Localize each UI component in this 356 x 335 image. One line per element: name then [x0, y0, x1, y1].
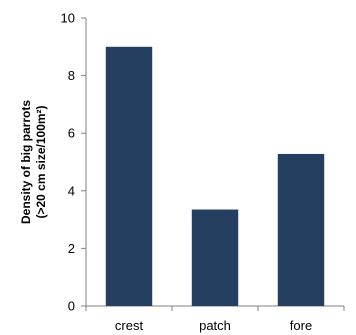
y-tick-label: 6	[68, 126, 75, 141]
bars-group	[105, 46, 325, 307]
y-tick-label: 4	[68, 183, 75, 198]
x-tick-label-fore: fore	[290, 318, 312, 333]
bar-patch	[191, 209, 239, 306]
y-axis-title: Density of big parrots (>20 cm size/100m…	[19, 100, 48, 224]
y-ticks-group: 0 2 4 6 8 10	[61, 11, 86, 314]
x-ticks-group: crest patch fore	[85, 306, 345, 333]
bar-fore	[277, 153, 325, 306]
y-tick-label: 2	[68, 241, 75, 256]
y-axis-title-line-1: Density of big parrots	[19, 100, 33, 224]
y-axis-title-line-2: (>20 cm size/100m²)	[34, 105, 48, 218]
y-tick-label: 10	[61, 11, 75, 26]
bar-crest	[105, 46, 153, 307]
x-tick-label-crest: crest	[115, 318, 144, 333]
y-tick-label: 8	[68, 68, 75, 83]
x-tick-label-patch: patch	[199, 318, 231, 333]
y-tick-label: 0	[68, 299, 75, 314]
